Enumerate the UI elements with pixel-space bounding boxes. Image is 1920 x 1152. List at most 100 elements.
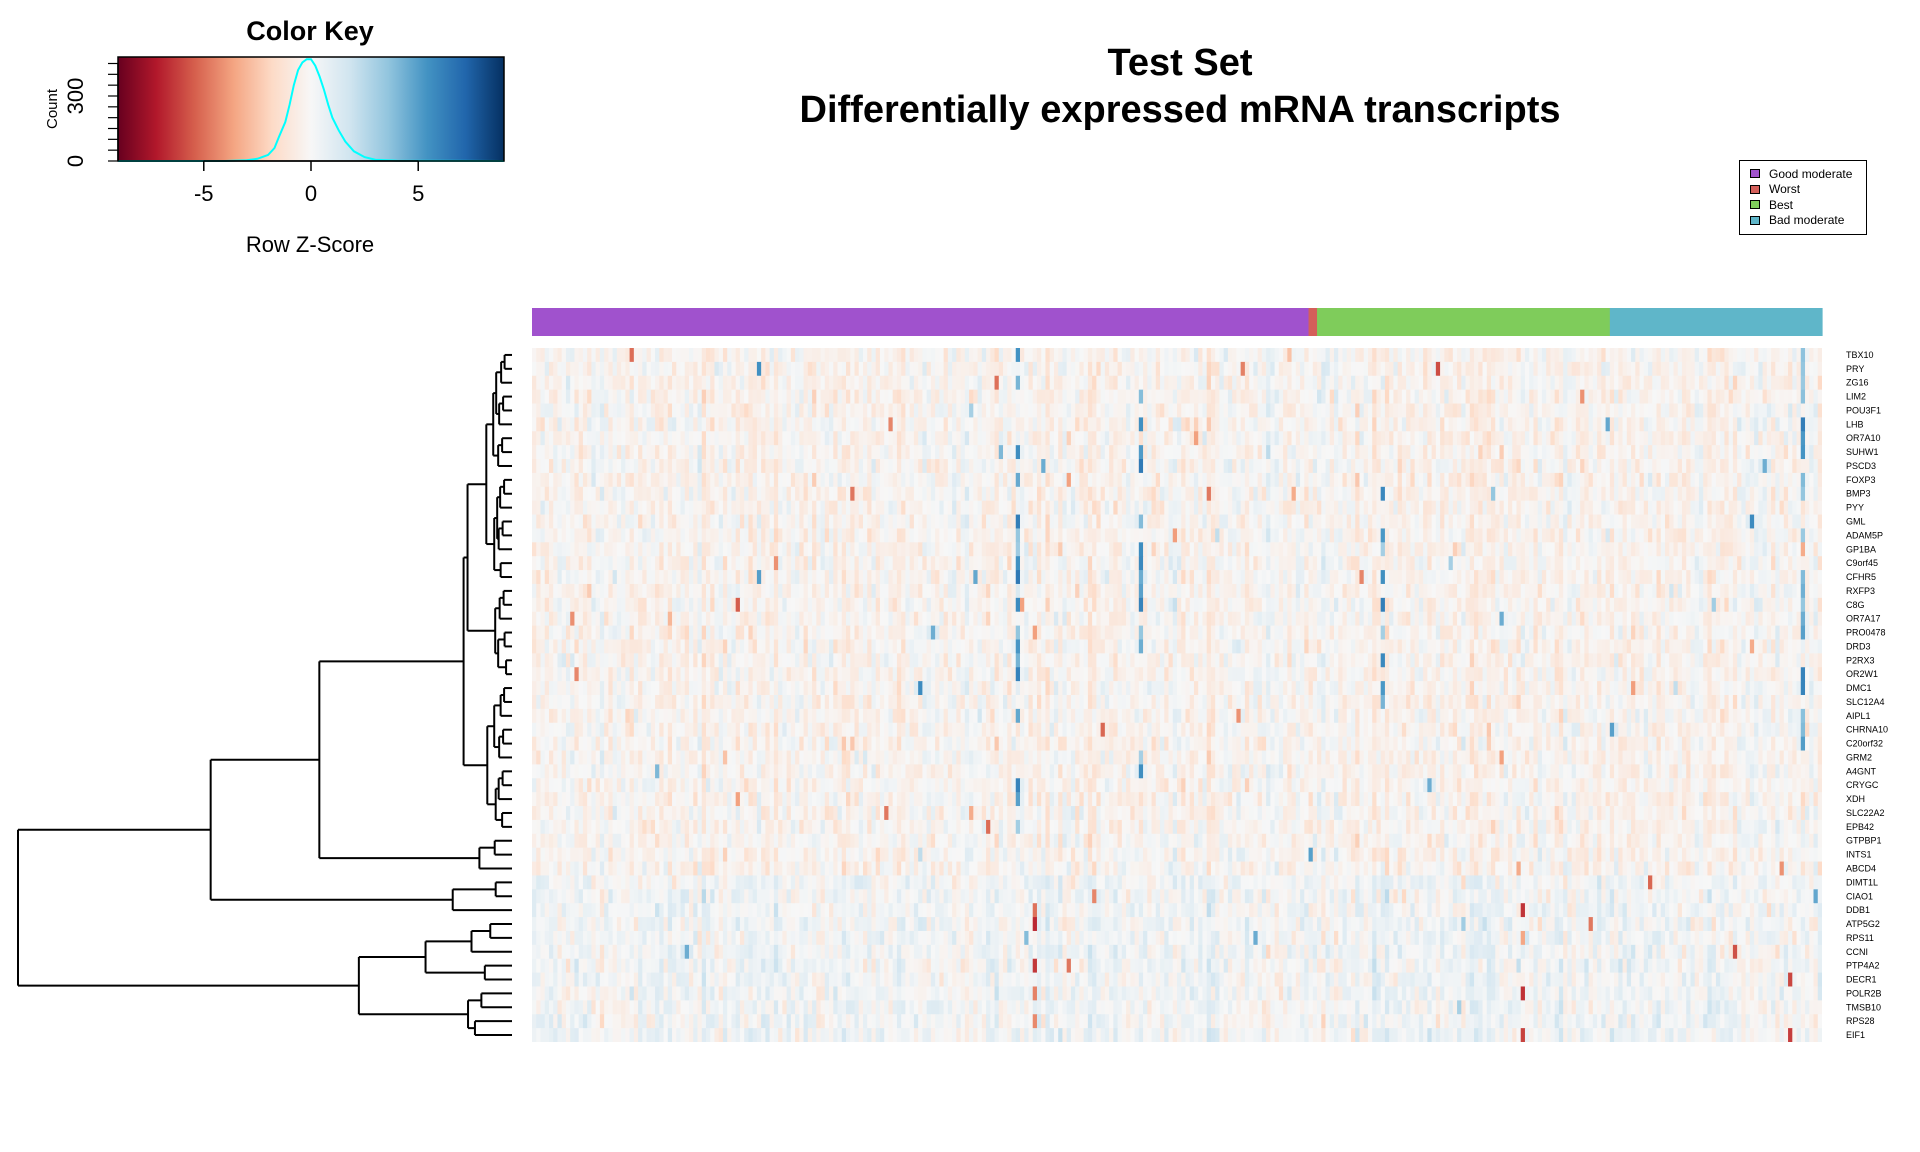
heatmap-cell [1410, 528, 1415, 542]
heatmap-cell [787, 556, 792, 570]
heatmap-cell [659, 445, 664, 459]
heatmap-cell [838, 501, 843, 515]
heatmap-cell [1020, 528, 1025, 542]
heatmap-cell [600, 459, 605, 473]
heatmap-cell [859, 487, 864, 501]
heatmap-cell [1181, 528, 1186, 542]
heatmap-cell [553, 362, 558, 376]
heatmap-cell [842, 431, 847, 445]
heatmap-cell [1224, 528, 1229, 542]
heatmap-cell [1185, 556, 1190, 570]
heatmap-cell [676, 501, 681, 515]
heatmap-cell [1470, 431, 1475, 445]
heatmap-cell [804, 376, 809, 390]
heatmap-cell [1457, 362, 1462, 376]
heatmap-cell [973, 515, 978, 529]
heatmap-cell [1754, 445, 1759, 459]
heatmap-cell [1703, 431, 1708, 445]
heatmap-cell [978, 404, 983, 418]
heatmap-cell [1283, 417, 1288, 431]
heatmap-cell [1130, 362, 1135, 376]
heatmap-cell [1139, 348, 1144, 362]
heatmap-cell [1512, 473, 1517, 487]
heatmap-cell [1147, 487, 1152, 501]
heatmap-cell [1576, 404, 1581, 418]
heatmap-cell [532, 390, 537, 404]
heatmap-cell [1508, 556, 1513, 570]
heatmap-cell [1359, 431, 1364, 445]
heatmap-cell [1423, 362, 1428, 376]
heatmap-cell [770, 348, 775, 362]
heatmap-cell [697, 417, 702, 431]
heatmap-cell [600, 390, 605, 404]
heatmap-cell [685, 459, 690, 473]
heatmap-cell [1313, 487, 1318, 501]
heatmap-cell [1805, 362, 1810, 376]
heatmap-cell [540, 556, 545, 570]
heatmap-cell [816, 431, 821, 445]
heatmap-cell [1631, 431, 1636, 445]
heatmap-cell [1478, 501, 1483, 515]
heatmap-cell [1559, 556, 1564, 570]
heatmap-cell [1003, 528, 1008, 542]
heatmap-cell [706, 556, 711, 570]
heatmap-cell [617, 348, 622, 362]
heatmap-cell [1423, 459, 1428, 473]
heatmap-cell [668, 459, 673, 473]
heatmap-cell [638, 376, 643, 390]
heatmap-cell [1262, 376, 1267, 390]
heatmap-cell [608, 404, 613, 418]
heatmap-cell [1258, 417, 1263, 431]
heatmap-cell [1326, 473, 1331, 487]
heatmap-cell [1631, 404, 1636, 418]
heatmap-cell [1567, 362, 1572, 376]
heatmap-cell [1758, 376, 1763, 390]
heatmap-cell [986, 528, 991, 542]
heatmap-cell [1508, 542, 1513, 556]
heatmap-cell [1147, 556, 1152, 570]
heatmap-cell [1648, 459, 1653, 473]
heatmap-cell [562, 445, 567, 459]
heatmap-cell [655, 445, 660, 459]
heatmap-cell [787, 431, 792, 445]
heatmap-cell [1487, 431, 1492, 445]
heatmap-cell [693, 515, 698, 529]
heatmap-cell [1406, 404, 1411, 418]
heatmap-cell [1652, 473, 1657, 487]
heatmap-cell [1330, 501, 1335, 515]
heatmap-cell [833, 570, 838, 584]
heatmap-cell [1283, 556, 1288, 570]
heatmap-cell [1474, 390, 1479, 404]
heatmap-cell [931, 515, 936, 529]
heatmap-cell [1580, 515, 1585, 529]
heatmap-cell [944, 515, 949, 529]
heatmap-cell [838, 417, 843, 431]
heatmap-cell [833, 487, 838, 501]
heatmap-cell [893, 542, 898, 556]
heatmap-cell [1402, 376, 1407, 390]
heatmap-cell [1398, 459, 1403, 473]
heatmap-cell [812, 404, 817, 418]
heatmap-cell [1241, 431, 1246, 445]
heatmap-cell [1567, 431, 1572, 445]
heatmap-cell [791, 417, 796, 431]
heatmap-cell [1079, 404, 1084, 418]
heatmap-cell [1640, 390, 1645, 404]
heatmap-cell [1177, 528, 1182, 542]
heatmap-cell [557, 542, 562, 556]
heatmap-cell [681, 515, 686, 529]
heatmap-cell [668, 376, 673, 390]
heatmap-cell [681, 542, 686, 556]
heatmap-cell [1096, 542, 1101, 556]
heatmap-cell [1657, 431, 1662, 445]
heatmap-cell [1521, 404, 1526, 418]
heatmap-cell [1521, 390, 1526, 404]
heatmap-cell [1771, 348, 1776, 362]
heatmap-cell [897, 348, 902, 362]
heatmap-cell [1389, 404, 1394, 418]
heatmap-cell [1716, 515, 1721, 529]
heatmap-cell [1682, 487, 1687, 501]
heatmap-cell [1016, 487, 1021, 501]
heatmap-cell [973, 556, 978, 570]
heatmap-cell [978, 515, 983, 529]
